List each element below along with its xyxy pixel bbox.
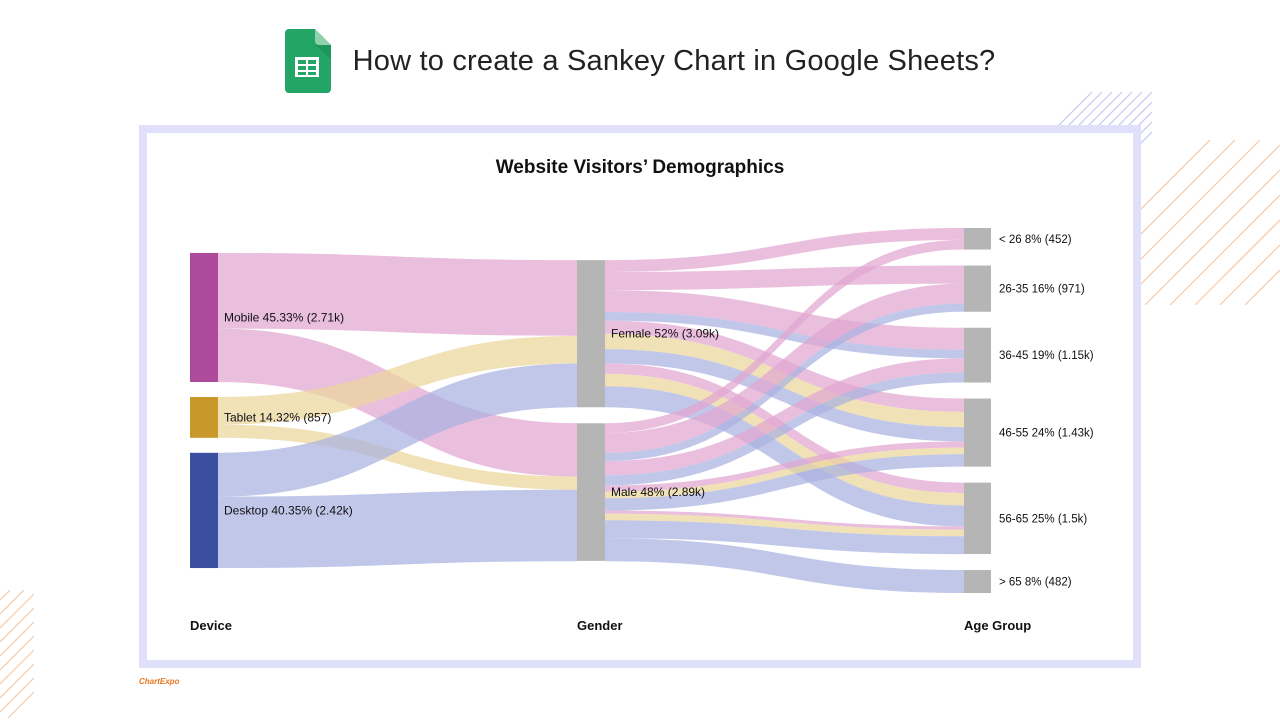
decorative-stripes-orange-left bbox=[0, 590, 36, 720]
sankey-node-label-a65: > 65 8% (482) bbox=[999, 577, 1072, 589]
sankey-nodes bbox=[190, 228, 991, 593]
chart-title: Website Visitors’ Demographics bbox=[496, 157, 785, 178]
sankey-link-female-to-a36_45 bbox=[605, 290, 964, 350]
sankey-link-male-to-a56_65 bbox=[605, 510, 964, 530]
sankey-link-male-to-a56_65 bbox=[605, 513, 964, 537]
page-header: How to create a Sankey Chart in Google S… bbox=[0, 28, 1280, 94]
sankey-node-desktop bbox=[190, 452, 218, 569]
decorative-stripes-orange-right bbox=[1140, 140, 1280, 360]
sankey-node-label-male: Male 48% (2.89k) bbox=[611, 485, 705, 499]
sankey-link-female-to-a26_35 bbox=[605, 265, 964, 291]
sankey-link-female-to-a56_65 bbox=[605, 373, 964, 506]
sankey-node-a56_65 bbox=[964, 482, 991, 555]
sankey-link-mobile-to-female bbox=[218, 252, 577, 336]
sankey-labels: Mobile 45.33% (2.71k) Tablet 14.32% (857)… bbox=[224, 234, 1094, 589]
sankey-node-label-a46_55: 46-55 24% (1.43k) bbox=[999, 428, 1094, 440]
sankey-node-label-tablet: Tablet 14.32% (857) bbox=[224, 410, 331, 424]
sankey-link-tablet-to-female bbox=[218, 335, 577, 425]
sankey-node-label-a56_65: 56-65 25% (1.5k) bbox=[999, 513, 1087, 525]
sankey-link-male-to-a65 bbox=[605, 538, 964, 593]
sankey-node-mobile bbox=[190, 252, 218, 382]
sankey-link-mobile-to-male bbox=[218, 328, 577, 477]
sankey-node-label-female: Female 52% (3.09k) bbox=[611, 327, 719, 341]
sankey-link-male-to-a26 bbox=[605, 239, 964, 433]
sankey-link-male-to-a46_55 bbox=[605, 454, 964, 511]
sankey-node-a26_35 bbox=[964, 265, 991, 312]
google-sheets-icon bbox=[284, 29, 331, 93]
sankey-node-a65 bbox=[964, 570, 991, 593]
sankey-node-a46_55 bbox=[964, 398, 991, 467]
sankey-node-label-desktop: Desktop 40.35% (2.42k) bbox=[224, 503, 353, 517]
sankey-node-label-a36_45: 36-45 19% (1.15k) bbox=[999, 350, 1094, 362]
stage-label-device: Device bbox=[190, 618, 232, 633]
sankey-node-male bbox=[577, 423, 605, 561]
sankey-link-male-to-a46_55 bbox=[605, 441, 964, 492]
sankey-link-tablet-to-male bbox=[218, 424, 577, 490]
chart-frame: Website Visitors’ Demographics Mobile 45… bbox=[139, 125, 1141, 668]
page-title: How to create a Sankey Chart in Google S… bbox=[352, 44, 996, 77]
sankey-link-male-to-a26_35 bbox=[605, 303, 964, 462]
sankey-node-label-a26_35: 26-35 16% (971) bbox=[999, 284, 1085, 296]
sankey-node-a26 bbox=[964, 228, 991, 250]
sankey-link-female-to-a26 bbox=[605, 228, 964, 273]
sankey-chart: Website Visitors’ Demographics Mobile 45… bbox=[190, 157, 1094, 633]
sankey-node-female bbox=[577, 260, 605, 408]
sankey-link-desktop-to-female bbox=[218, 363, 577, 497]
sankey-links bbox=[218, 228, 964, 593]
sankey-node-tablet bbox=[190, 397, 218, 438]
sankey-link-male-to-a36_45 bbox=[605, 358, 964, 476]
sankey-link-female-to-a46_55 bbox=[605, 349, 964, 442]
sankey-link-male-to-a46_55 bbox=[605, 447, 964, 499]
stage-label-age-group: Age Group bbox=[964, 618, 1031, 633]
sankey-link-desktop-to-male bbox=[218, 489, 577, 569]
brand-logo: ChartExpo bbox=[139, 677, 180, 686]
sankey-node-label-mobile: Mobile 45.33% (2.71k) bbox=[224, 310, 344, 324]
chart-panel: Website Visitors’ Demographics Mobile 45… bbox=[147, 133, 1133, 660]
sankey-link-male-to-a26_35 bbox=[605, 283, 964, 453]
sankey-link-female-to-a56_65 bbox=[605, 386, 964, 527]
sankey-node-a36_45 bbox=[964, 327, 991, 383]
stage-label-gender: Gender bbox=[577, 618, 623, 633]
sankey-link-male-to-a36_45 bbox=[605, 372, 964, 486]
sankey-node-label-a26: < 26 8% (452) bbox=[999, 234, 1072, 246]
sankey-link-male-to-a56_65 bbox=[605, 520, 964, 555]
